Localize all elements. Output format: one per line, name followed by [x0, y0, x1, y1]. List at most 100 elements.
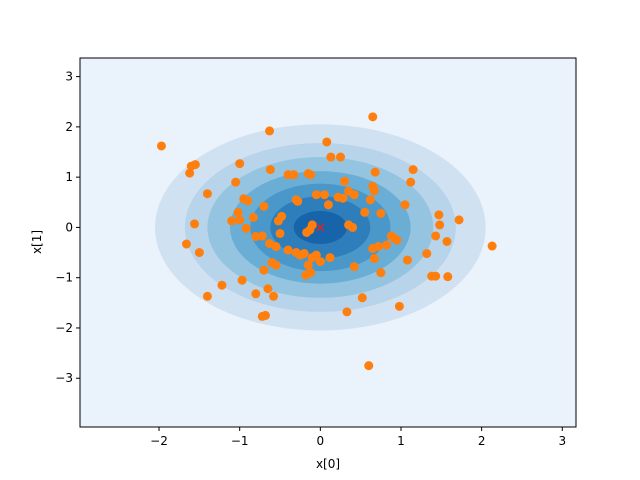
scatter-point	[319, 190, 329, 200]
scatter-point	[273, 216, 283, 226]
scatter-point	[435, 220, 445, 230]
scatter-point	[289, 170, 299, 180]
scatter-point	[322, 137, 332, 147]
scatter-point	[442, 236, 452, 246]
scatter-point	[202, 189, 212, 199]
scatter-point	[400, 200, 410, 210]
scatter-point	[368, 112, 378, 122]
scatter-point	[265, 126, 275, 136]
scatter-point	[336, 152, 346, 162]
scatter-point	[233, 207, 243, 217]
scatter-point	[311, 250, 321, 260]
scatter-point	[348, 222, 358, 232]
y-tick-label: −2	[55, 321, 73, 335]
scatter-point	[307, 220, 317, 230]
scatter-point	[217, 280, 227, 290]
scatter-point	[394, 301, 404, 311]
scatter-point	[370, 167, 380, 177]
y-tick-label: 3	[65, 70, 73, 84]
scatter-point	[293, 196, 303, 206]
scatter-point	[406, 177, 416, 187]
scatter-point	[283, 245, 293, 255]
x-tick-label: 0	[317, 434, 325, 448]
y-axis-title: x[1]	[30, 230, 44, 254]
x-tick-label: 1	[397, 434, 405, 448]
mean-marker-stroke	[316, 223, 325, 232]
x-tick-label: −2	[150, 434, 168, 448]
scatter-point	[190, 219, 200, 229]
scatter-point	[369, 254, 379, 264]
plot-frame	[79, 57, 577, 428]
scatter-point	[156, 141, 166, 151]
scatter-point	[271, 242, 281, 252]
scatter-point	[311, 190, 321, 200]
scatter-point	[364, 361, 374, 371]
scatter-points	[156, 112, 497, 371]
scatter-point	[257, 231, 267, 241]
y-axis-ticks: −3 −2 −1 0 1 2 3	[55, 70, 80, 385]
scatter-point	[342, 307, 352, 317]
scatter-point	[357, 293, 367, 303]
mean-marker-group	[316, 223, 325, 232]
scatter-point	[306, 170, 316, 180]
scatter-point	[381, 240, 391, 250]
x-tick-label: −1	[231, 434, 249, 448]
scatter-point	[338, 193, 348, 203]
x-tick-label: 2	[478, 434, 486, 448]
scatter-point	[263, 284, 273, 294]
scatter-point	[257, 311, 267, 321]
scatter-point	[231, 177, 241, 187]
scatter-point	[349, 190, 359, 200]
scatter-point	[443, 272, 453, 282]
x-tick-label: 3	[558, 434, 566, 448]
scatter-point	[269, 291, 279, 301]
y-tick-label: 2	[65, 120, 73, 134]
scatter-point	[340, 176, 350, 186]
scatter-point	[422, 249, 432, 259]
scatter-point	[431, 271, 441, 281]
y-tick-label: −3	[55, 371, 73, 385]
scatter-point	[325, 253, 335, 263]
scatter-point	[190, 160, 200, 170]
scatter-point	[185, 168, 195, 178]
scatter-point	[241, 223, 251, 233]
scatter-point	[365, 195, 375, 205]
scatter-point	[368, 181, 378, 191]
scatter-point	[251, 231, 261, 241]
scatter-point	[376, 268, 386, 278]
y-tick-label: 1	[65, 170, 73, 184]
scatter-point	[202, 291, 212, 301]
scatter-point	[434, 210, 444, 220]
scatter-point	[360, 207, 370, 217]
scatter-point	[243, 196, 253, 206]
scatter-point	[235, 159, 245, 169]
scatter-point	[235, 215, 245, 225]
scatter-point	[259, 265, 269, 275]
scatter-point	[315, 257, 325, 267]
x-axis-ticks: −2 −1 0 1 2 3	[150, 427, 566, 448]
scatter-point	[299, 249, 309, 259]
scatter-point	[431, 231, 441, 241]
scatter-point	[487, 241, 497, 251]
y-tick-label: −1	[55, 271, 73, 285]
scatter-point	[402, 255, 412, 265]
x-axis-title: x[0]	[316, 457, 340, 471]
scatter-point	[376, 208, 386, 218]
scatter-point	[259, 201, 269, 211]
scatter-point	[275, 228, 285, 238]
scatter-point	[251, 289, 261, 299]
scatter-point	[181, 239, 191, 249]
y-tick-label: 0	[65, 220, 73, 234]
scatter-point	[326, 152, 336, 162]
scatter-point	[271, 260, 281, 270]
scatter-point	[408, 165, 418, 175]
scatter-point	[265, 165, 275, 175]
scatter-point	[301, 270, 311, 280]
scatter-point	[454, 215, 464, 225]
scatter-point	[323, 200, 333, 210]
scatter-point	[373, 242, 383, 252]
scatter-point	[303, 260, 313, 270]
scatter-point	[194, 248, 204, 258]
scatter-point	[392, 235, 402, 245]
